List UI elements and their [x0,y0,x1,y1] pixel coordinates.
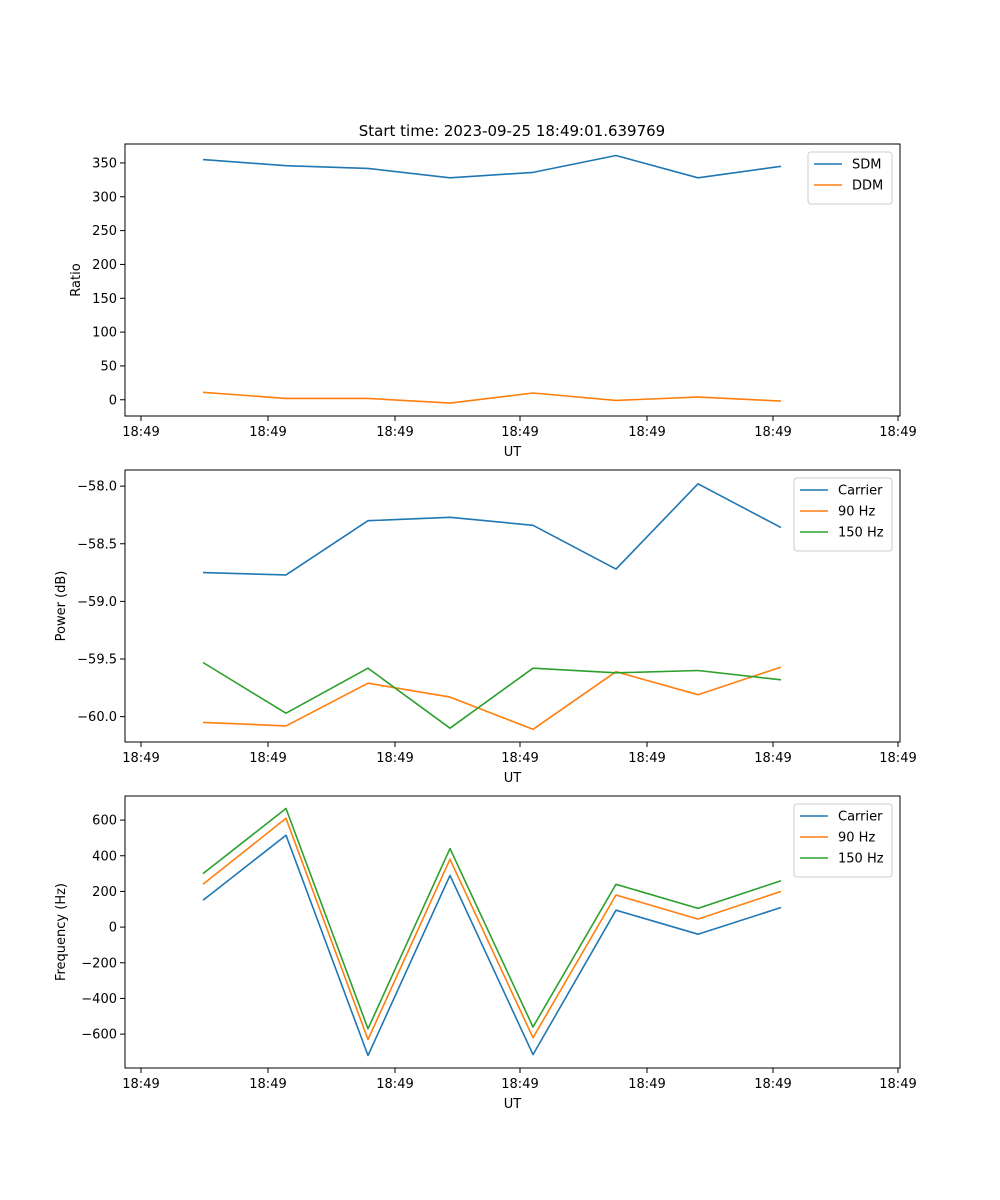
series-line-90-hz [202,817,782,1041]
x-tick-label: 18:49 [122,425,159,440]
y-tick-label: 350 [92,156,117,171]
x-tick-label: 18:49 [122,751,159,766]
y-tick-label: 0 [109,921,117,936]
y-tick-label: 200 [92,258,117,273]
x-tick-label: 18:49 [754,1077,791,1092]
y-tick-label: −58.0 [77,480,117,495]
x-tick-label: 18:49 [249,1077,286,1092]
plot-frame [124,469,901,743]
x-tick-label: 18:49 [628,425,665,440]
x-tick-label: 18:49 [376,751,413,766]
series-line-ddm [202,391,782,404]
series-line-carrier [202,834,782,1057]
legend-label: Carrier [838,810,883,825]
x-axis-label: UT [504,771,522,786]
series-line-90-hz [202,666,782,731]
y-tick-label: 200 [92,885,117,900]
subplot-2: 18:49 18:49 18:49 18:49 18:49 18:49 18:49 −60.0… [54,469,917,786]
y-tick-label: −59.5 [77,653,117,668]
y-tick-label: −200 [81,956,117,971]
y-tick-label: −60.0 [77,710,117,725]
x-tick-label: 18:49 [628,1077,665,1092]
x-tick-label: 18:49 [501,1077,538,1092]
series-line-150-hz [202,807,782,1030]
x-tick-label: 18:49 [754,751,791,766]
y-tick-label: 300 [92,190,117,205]
series-line-150-hz [202,661,782,730]
legend: SDM DDM [807,151,893,205]
x-tick-label: 18:49 [501,751,538,766]
legend: Carrier 90 Hz 150 Hz [793,803,893,878]
y-tick-label: −400 [81,992,117,1007]
legend-label: 150 Hz [838,526,884,541]
subplot-1: 18:49 18:49 18:49 18:49 18:49 18:49 18:49 0 50 10… [69,143,917,460]
legend-label: SDM [852,158,881,173]
x-tick-label: 18:49 [249,425,286,440]
legend-label: 150 Hz [838,852,884,867]
legend-label: 90 Hz [838,505,875,520]
x-tick-label: 18:49 [879,1077,916,1092]
plot-frame [124,795,901,1069]
series-line-sdm [202,154,782,179]
legend-label: Carrier [838,484,883,499]
series-line-carrier [202,482,782,576]
y-tick-label: 100 [92,326,117,341]
x-tick-label: 18:49 [879,751,916,766]
y-tick-label: −59.0 [77,595,117,610]
figure-title: Start time: 2023-09-25 18:49:01.639769 [359,122,665,140]
subplots: 18:49 18:49 18:49 18:49 18:49 18:49 18:49 0 50 10… [54,143,917,1112]
x-axis-label: UT [504,445,522,460]
y-tick-label: −58.5 [77,537,117,552]
x-tick-label: 18:49 [879,425,916,440]
y-axis-label: Ratio [69,263,84,296]
legend-label: DDM [852,179,883,194]
y-tick-label: 0 [109,393,117,408]
x-tick-label: 18:49 [754,425,791,440]
y-tick-label: 250 [92,224,117,239]
x-tick-label: 18:49 [628,751,665,766]
subplot-3: 18:49 18:49 18:49 18:49 18:49 18:49 18:49 −600 −… [54,795,917,1112]
y-tick-label: 150 [92,292,117,307]
x-tick-label: 18:49 [122,1077,159,1092]
legend: Carrier 90 Hz 150 Hz [793,477,893,552]
y-axis-label: Frequency (Hz) [54,883,69,981]
plot-frame [124,143,901,417]
x-axis-label: UT [504,1097,522,1112]
x-tick-label: 18:49 [249,751,286,766]
x-tick-label: 18:49 [376,425,413,440]
x-tick-label: 18:49 [376,1077,413,1092]
y-axis-label: Power (dB) [54,571,69,642]
x-tick-label: 18:49 [501,425,538,440]
legend-box [807,151,893,205]
y-tick-label: 400 [92,849,117,864]
y-tick-label: 600 [92,814,117,829]
legend-label: 90 Hz [838,831,875,846]
y-tick-label: −600 [81,1028,117,1043]
y-tick-label: 50 [100,359,117,374]
